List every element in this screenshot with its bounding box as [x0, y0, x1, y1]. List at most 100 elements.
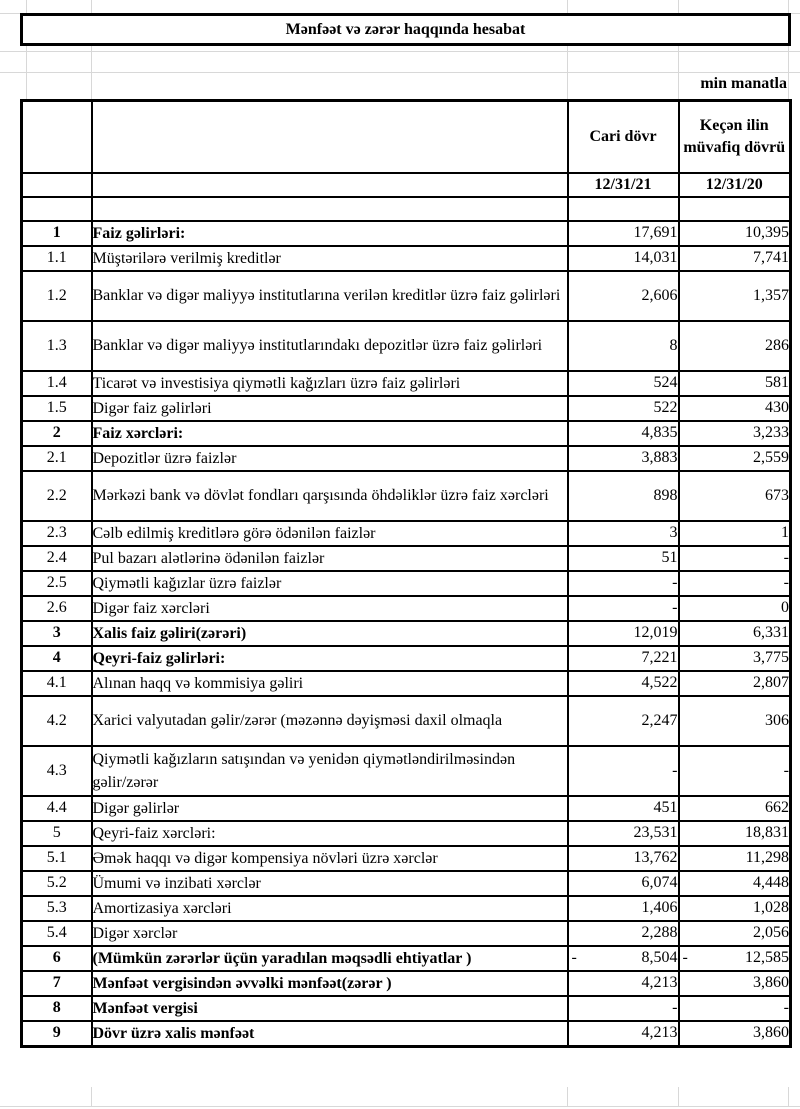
row-value-current: 451 [566, 794, 680, 822]
row-value-previous: 6,331 [677, 619, 792, 647]
row-value-previous: - [677, 744, 792, 797]
row-number: 2.2 [20, 469, 93, 522]
table-row: 1.1 Müştərilərə verilmiş kreditlər 14,03… [20, 244, 792, 272]
row-label: Digər faiz xərcləri [90, 594, 569, 622]
row-number: 4.3 [20, 744, 93, 797]
row-label: Mənfəət vergisi [90, 994, 569, 1022]
row-number: 2.5 [20, 569, 93, 597]
row-label: Faiz xərcləri: [90, 419, 569, 447]
row-value-current: 522 [566, 394, 680, 422]
row-label: Digər xərclər [90, 919, 569, 947]
gridline-vertical [567, 0, 568, 99]
row-number: 3 [20, 619, 93, 647]
row-value-previous: 673 [677, 469, 792, 522]
row-value-previous: 286 [677, 319, 792, 372]
row-label: Depozitlər üzrə faizlər [90, 444, 569, 472]
table-row: 7 Mənfəət vergisindən əvvəlki mənfəət(zə… [20, 969, 792, 997]
row-value-previous: 306 [677, 694, 792, 747]
row-label: Ticarət və investisiya qiymətli kağızlar… [90, 369, 569, 397]
row-value-previous: 3,860 [677, 969, 792, 997]
row-number: 5.3 [20, 894, 93, 922]
table-row: 4 Qeyri-faiz gəlirləri: 7,221 3,775 [20, 644, 792, 672]
row-number: 1.5 [20, 394, 93, 422]
row-value-previous: 0 [677, 594, 792, 622]
table-row: 2.5 Qiymətli kağızlar üzrə faizlər - - [20, 569, 792, 597]
report-title-box: Mənfəət və zərər haqqında hesabat [20, 13, 791, 46]
row-value-current: - [566, 594, 680, 622]
row-number: 1.3 [20, 319, 93, 372]
row-value-current: - [566, 994, 680, 1022]
row-label: Müştərilərə verilmiş kreditlər [90, 244, 569, 272]
row-number: 1.2 [20, 269, 93, 322]
row-label: Dövr üzrə xalis mənfəət [90, 1019, 569, 1047]
table-row: 4.3 Qiymətli kağızların satışından və ye… [20, 744, 792, 797]
table-row: 5.2 Ümumi və inzibati xərclər 6,074 4,44… [20, 869, 792, 897]
table-row: 1.4 Ticarət və investisiya qiymətli kağı… [20, 369, 792, 397]
row-value-current: 14,031 [566, 244, 680, 272]
row-value-current: 23,531 [566, 819, 680, 847]
row-value-current: 17,691 [566, 219, 680, 247]
gridline-horizontal [0, 1106, 800, 1107]
row-value-previous: -12,585 [677, 944, 792, 972]
row-label: Banklar və digər maliyyə institutlarına … [90, 269, 569, 322]
gridline-vertical [788, 1087, 789, 1106]
profit-loss-table: Cari dövr Keçən ilin müvafiq dövrü 12/31… [20, 99, 792, 1048]
table-row: 5.4 Digər xərclər 2,288 2,056 [20, 919, 792, 947]
table-row: 2.3 Cəlb edilmiş kreditlərə görə ödənilə… [20, 519, 792, 547]
negative-sign: - [682, 949, 688, 966]
row-value-previous: 4,448 [677, 869, 792, 897]
row-label: Digər faiz gəlirləri [90, 394, 569, 422]
row-value-current: 2,288 [566, 919, 680, 947]
row-label: Digər gəlirlər [90, 794, 569, 822]
gridline-horizontal [0, 72, 800, 73]
row-label: Xalis faiz gəliri(zərəri) [90, 619, 569, 647]
row-value-current: 13,762 [566, 844, 680, 872]
row-value-previous: 1 [677, 519, 792, 547]
row-number: 5.2 [20, 869, 93, 897]
row-value-previous: 2,807 [677, 669, 792, 697]
row-value-current: 3 [566, 519, 680, 547]
row-value-previous: - [677, 544, 792, 572]
table-row: 4.1 Alınan haqq və kommisiya gəliri 4,52… [20, 669, 792, 697]
table-row: 5.3 Amortizasiya xərcləri 1,406 1,028 [20, 894, 792, 922]
row-number: 4.1 [20, 669, 93, 697]
date-empty-label-cell [90, 171, 569, 198]
row-number: 1 [20, 219, 93, 247]
table-row: 8 Mənfəət vergisi - - [20, 994, 792, 1022]
row-value-previous: 18,831 [677, 819, 792, 847]
table-row: 1.2 Banklar və digər maliyyə institutlar… [20, 269, 792, 322]
row-value-current: 898 [566, 469, 680, 522]
spacer-cell [566, 195, 680, 222]
row-label: Qiymətli kağızların satışından və yenidə… [90, 744, 569, 797]
row-label: Mənfəət vergisindən əvvəlki mənfəət(zərə… [90, 969, 569, 997]
table-row: 5 Qeyri-faiz xərcləri: 23,531 18,831 [20, 819, 792, 847]
table-row: 3 Xalis faiz gəliri(zərəri) 12,019 6,331 [20, 619, 792, 647]
row-number: 8 [20, 994, 93, 1022]
row-value-previous: 2,559 [677, 444, 792, 472]
row-label: Faiz gəlirləri: [90, 219, 569, 247]
date-empty-number-cell [20, 171, 93, 198]
row-value-current: 2,606 [566, 269, 680, 322]
gridline-vertical [91, 0, 92, 99]
row-label: Əmək haqqı və digər kompensiya növləri ü… [90, 844, 569, 872]
table-header-row: Cari dövr Keçən ilin müvafiq dövrü [20, 99, 792, 174]
row-value-current: 8 [566, 319, 680, 372]
row-label: Xarici valyutadan gəlir/zərər (məzənnə d… [90, 694, 569, 747]
row-label: Qiymətli kağızlar üzrə faizlər [90, 569, 569, 597]
header-empty-label-cell [90, 99, 569, 174]
row-value-current: 7,221 [566, 644, 680, 672]
table-row: 1.3 Banklar və digər maliyyə institutlar… [20, 319, 792, 372]
table-spacer-row [20, 195, 792, 222]
row-label: Amortizasiya xərcləri [90, 894, 569, 922]
row-value-previous: 1,028 [677, 894, 792, 922]
row-number: 4.4 [20, 794, 93, 822]
row-value-current: 1,406 [566, 894, 680, 922]
row-label: Qeyri-faiz gəlirləri: [90, 644, 569, 672]
row-value-current: 524 [566, 369, 680, 397]
row-label: Mərkəzi bank və dövlət fondları qarşısın… [90, 469, 569, 522]
row-value-previous: 10,395 [677, 219, 792, 247]
current-period-date: 12/31/21 [566, 171, 680, 198]
row-value-current: - [566, 569, 680, 597]
table-row: 6 (Mümkün zərərlər üçün yaradılan məqsəd… [20, 944, 792, 972]
row-value-current: - [566, 744, 680, 797]
